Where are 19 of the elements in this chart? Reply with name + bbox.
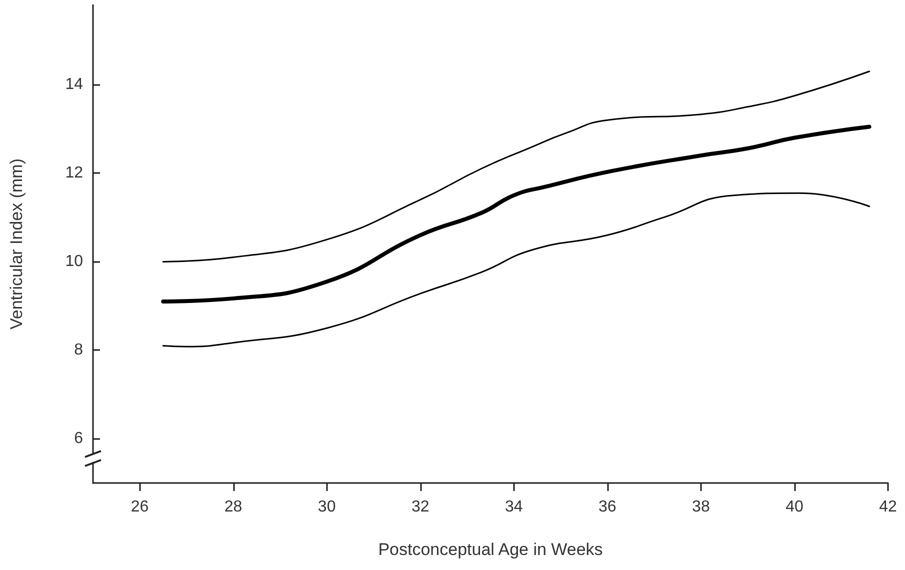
- y-tick-label: 10: [65, 253, 84, 270]
- y-tick-label: 6: [74, 430, 84, 448]
- x-tick-label: 40: [786, 498, 804, 516]
- y-tick-label: 8: [74, 342, 84, 359]
- x-tick-label: 32: [411, 498, 430, 516]
- line-series: [162, 192, 870, 348]
- x-axis-title: Postconceptual Age in Weeks: [378, 540, 603, 559]
- x-tick-label: 26: [130, 498, 149, 516]
- line-series: [161, 124, 872, 304]
- x-tick-label: 38: [692, 498, 710, 516]
- y-axis-title: Ventricular Index (mm): [7, 158, 26, 330]
- x-tick-label: 34: [504, 498, 523, 516]
- line-series: [162, 70, 870, 262]
- x-tick-label: 42: [879, 498, 897, 516]
- x-tick-label: 28: [224, 498, 242, 516]
- y-tick-label: 14: [65, 76, 84, 94]
- x-tick-label: 36: [598, 498, 616, 516]
- x-tick-label: 30: [318, 498, 336, 516]
- y-tick-label: 12: [65, 164, 84, 182]
